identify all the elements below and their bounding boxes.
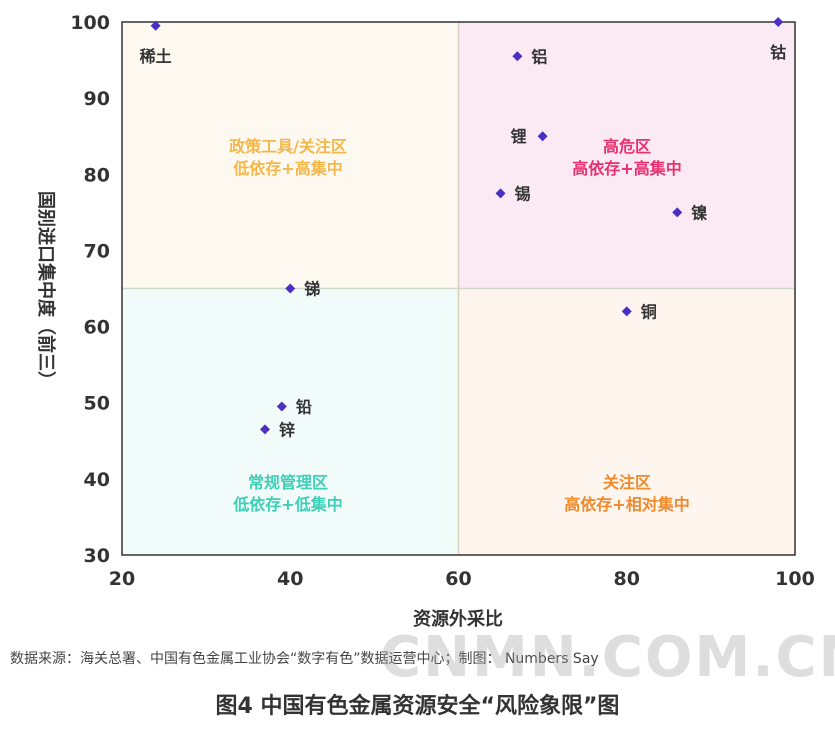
y-tick-label: 40 xyxy=(84,469,110,491)
point-label: 铜 xyxy=(641,302,657,321)
figure-caption: 图4 中国有色金属资源安全“风险象限”图 xyxy=(215,694,620,719)
x-tick-label: 40 xyxy=(277,568,303,590)
y-tick-label: 100 xyxy=(70,12,110,34)
quadrant-title-bottom-right: 关注区 xyxy=(603,473,651,492)
point-marker xyxy=(285,283,296,294)
point-label: 钴 xyxy=(770,43,786,62)
quadrant-bottom-left xyxy=(122,288,459,555)
quadrant-bottom-right xyxy=(458,288,795,555)
data-source-note: 数据来源：海关总署、中国有色金属工业协会“数字有色”数据运营中心；制图： Num… xyxy=(10,651,599,667)
plot-frame xyxy=(121,21,796,556)
x-tick-label: 100 xyxy=(775,568,815,590)
y-tick-label: 90 xyxy=(84,88,110,110)
quadrant-top-left xyxy=(122,22,459,289)
y-tick-label: 80 xyxy=(84,164,110,186)
y-tick-label: 50 xyxy=(84,393,110,415)
x-tick-label: 20 xyxy=(109,568,135,590)
point-marker xyxy=(150,20,161,31)
quadrant-subtitle-bottom-left: 低依存+低集中 xyxy=(232,495,342,514)
point-marker xyxy=(672,207,683,218)
point-marker xyxy=(537,131,548,142)
point-marker xyxy=(495,188,506,199)
point-marker xyxy=(512,51,523,62)
x-tick-label: 60 xyxy=(445,568,471,590)
point-label: 稀土 xyxy=(140,47,172,66)
quadrant-subtitle-bottom-right: 高依存+相对集中 xyxy=(564,495,689,514)
watermark: CNMN.COM.CN xyxy=(380,625,835,690)
quadrant-subtitle-top-left: 低依存+高集中 xyxy=(232,159,342,178)
point-label: 锌 xyxy=(279,420,295,439)
point-marker xyxy=(276,401,287,412)
point-label: 锑 xyxy=(303,280,320,299)
x-tick-label: 80 xyxy=(614,568,640,590)
y-tick-label: 30 xyxy=(84,545,110,567)
quadrant-title-top-right: 高危区 xyxy=(603,137,651,156)
y-tick-label: 70 xyxy=(84,240,110,262)
point-marker xyxy=(773,17,784,27)
quadrant-title-top-left: 政策工具/关注区 xyxy=(229,137,347,156)
quadrant-top-right xyxy=(458,22,795,289)
quadrant-subtitle-top-right: 高依存+高集中 xyxy=(572,159,681,178)
y-tick-label: 60 xyxy=(84,317,110,339)
point-label: 锡 xyxy=(515,184,531,203)
y-axis-title: 国别进口集中度（前三） xyxy=(35,191,57,389)
point-marker xyxy=(260,424,271,435)
point-label: 铝 xyxy=(531,47,547,66)
quadrant-title-bottom-left: 常规管理区 xyxy=(248,473,328,492)
x-axis-title: 资源外采比 xyxy=(413,608,503,630)
point-marker xyxy=(621,306,632,317)
point-label: 锂 xyxy=(511,127,527,146)
point-label: 铅 xyxy=(296,398,312,417)
point-label: 镍 xyxy=(691,203,707,222)
